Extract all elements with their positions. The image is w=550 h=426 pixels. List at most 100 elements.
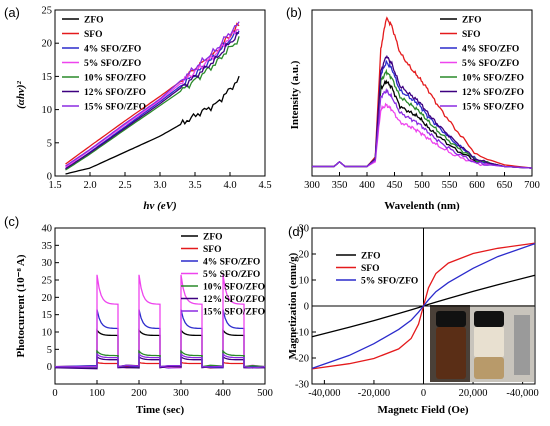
x-tick-label: 550: [442, 180, 458, 191]
series-line: [54, 352, 266, 369]
x-tick-label: 3.0: [153, 180, 166, 191]
y-tick-label: 20: [42, 39, 53, 50]
y-tick-label: 15: [42, 310, 53, 321]
panel-c-x-axis-title: Time (sec): [136, 404, 185, 416]
x-tick-label: 350: [332, 180, 348, 191]
x-tick-label: 4.0: [223, 180, 236, 191]
x-tick-label: -40,000: [308, 388, 340, 399]
x-tick-label: 1.5: [48, 180, 61, 191]
panel-c-series: [54, 274, 266, 370]
panel-d-letter: (d): [288, 224, 304, 239]
x-tick-label: 650: [497, 180, 513, 191]
panel-b-x-ticks: 300 350 400 450 500 550 600 650 700: [304, 172, 540, 191]
x-tick-label: 200: [131, 388, 147, 399]
legend-label: 10% SFO/ZFO: [84, 74, 146, 84]
vial-clear-top: [474, 327, 504, 357]
y-tick-label: -10: [295, 328, 309, 339]
vial-cap-left: [436, 311, 466, 327]
panel-a-x-ticks: 1.5 2.0 2.5 3.0 3.5 4.0 4.5: [48, 172, 272, 191]
x-tick-label: 400: [359, 180, 375, 191]
y-tick-label: -30: [295, 380, 309, 391]
x-tick-label: 0: [52, 388, 57, 399]
series-line: [312, 87, 533, 169]
x-tick-label: 3.5: [188, 180, 201, 191]
x-tick-label: -40,000: [506, 388, 538, 399]
series-line: [65, 21, 240, 167]
y-tick-label: 0: [47, 172, 52, 183]
panel-c-frame: [54, 227, 266, 385]
legend-label: SFO: [84, 30, 102, 40]
x-tick-label: 600: [469, 180, 485, 191]
series-line: [65, 36, 240, 171]
x-tick-label: 300: [304, 180, 320, 191]
y-tick-label: 10: [42, 328, 53, 339]
panel-a-y-ticks: 0 5 10 15 20 25: [42, 6, 59, 183]
y-tick-label: 20: [42, 293, 53, 304]
legend-label: 12% SFO/ZFO: [84, 88, 146, 98]
legend-label: 10% SFO/ZFO: [203, 283, 265, 293]
legend-label: ZFO: [84, 16, 104, 26]
y-tick-label: 40: [42, 224, 53, 235]
panel-b-series: [312, 16, 533, 169]
panel-c-y-axis-title: Photocurrent (10⁻⁸ A): [15, 254, 27, 357]
legend-label: SFO: [203, 245, 221, 255]
legend-label: 15% SFO/ZFO: [84, 103, 146, 113]
panel-a-letter: (a): [4, 5, 20, 20]
panel-a-series: [65, 21, 240, 175]
panel-c-photocurrent-plot: (c) 0 100 200 300 400 500 0 5 10 15 20 25 30 35 40 ZF…: [4, 214, 273, 416]
panel-b-x-axis-title: Wavelenth (nm): [384, 200, 460, 212]
x-tick-label: 2.0: [83, 180, 96, 191]
vial-dark-solution: [436, 327, 466, 379]
y-tick-label: 30: [299, 224, 310, 235]
panel-d-legend: ZFO SFO 5% SFO/ZFO: [336, 252, 418, 287]
x-tick-label: 450: [387, 180, 403, 191]
y-tick-label: 0: [304, 302, 309, 313]
legend-label: 5% SFO/ZFO: [84, 59, 141, 69]
y-tick-label: 20: [299, 250, 310, 261]
y-tick-label: 0: [47, 362, 52, 373]
y-tick-label: 10: [42, 105, 53, 116]
x-tick-label: 0: [421, 388, 426, 399]
y-tick-label: 5: [47, 345, 52, 356]
panel-d-series: [311, 228, 536, 384]
panel-a-absorption-plot: (a) 1.5 2.0 2.5 3.0 3.5 4.0 4.5 0 5 10 15 20 25 ZFO…: [4, 5, 272, 212]
panel-b-y-axis-title: Intensity (a.u.): [289, 60, 301, 129]
series-line: [65, 31, 240, 170]
x-tick-label: 20,000: [459, 388, 488, 399]
vial-light-solution: [474, 357, 504, 379]
series-line: [65, 75, 240, 175]
legend-label: 5% SFO/ZFO: [203, 270, 260, 280]
panel-d-y-ticks: -30 -20 -10 0 10 20 30: [295, 224, 316, 391]
series-line: [311, 242, 536, 370]
legend-label: ZFO: [203, 233, 223, 243]
panel-a-y-axis-title: (αhν)²: [15, 80, 27, 108]
panel-d-x-axis-title: Magnetc Field (Oe): [377, 404, 468, 416]
panel-c-legend: ZFO SFO 4% SFO/ZFO 5% SFO/ZFO 10% SFO/ZFO 12%…: [181, 233, 265, 318]
x-tick-label: 100: [89, 388, 105, 399]
x-tick-label: 400: [215, 388, 231, 399]
series-line: [54, 355, 266, 370]
legend-label: ZFO: [361, 252, 381, 262]
legend-label: ZFO: [462, 16, 482, 26]
x-tick-label: 500: [257, 388, 273, 399]
panel-d-y-axis-title: Magnetization (emu/g): [287, 252, 299, 359]
panel-c-y-ticks: 0 5 10 15 20 25 30 35 40: [42, 224, 59, 373]
y-tick-label: 5: [47, 138, 52, 149]
x-tick-label: 4.5: [258, 180, 271, 191]
y-tick-label: 30: [42, 258, 53, 269]
y-tick-label: 35: [42, 241, 53, 252]
legend-label: 5% SFO/ZFO: [462, 59, 519, 69]
x-tick-label: 2.5: [118, 180, 131, 191]
panel-c-x-ticks: 0 100 200 300 400 500: [52, 380, 273, 399]
panel-b-legend: ZFO SFO 4% SFO/ZFO 5% SFO/ZFO 10% SFO/ZFO 12%…: [440, 16, 524, 113]
x-tick-label: 300: [173, 388, 189, 399]
y-tick-label: 25: [42, 6, 53, 17]
panel-b-photoluminescence-plot: (b) 300 350 400 450 500 550 600 650 700 ZFO SFO 4%…: [286, 5, 540, 212]
legend-label: SFO: [462, 30, 480, 40]
legend-label: 4% SFO/ZFO: [84, 45, 141, 55]
panel-a-legend: ZFO SFO 4% SFO/ZFO 5% SFO/ZFO 10% SFO/ZFO 12%…: [62, 16, 146, 113]
magnet-block: [514, 315, 530, 375]
x-tick-label: 500: [414, 180, 430, 191]
y-tick-label: 10: [299, 276, 310, 287]
